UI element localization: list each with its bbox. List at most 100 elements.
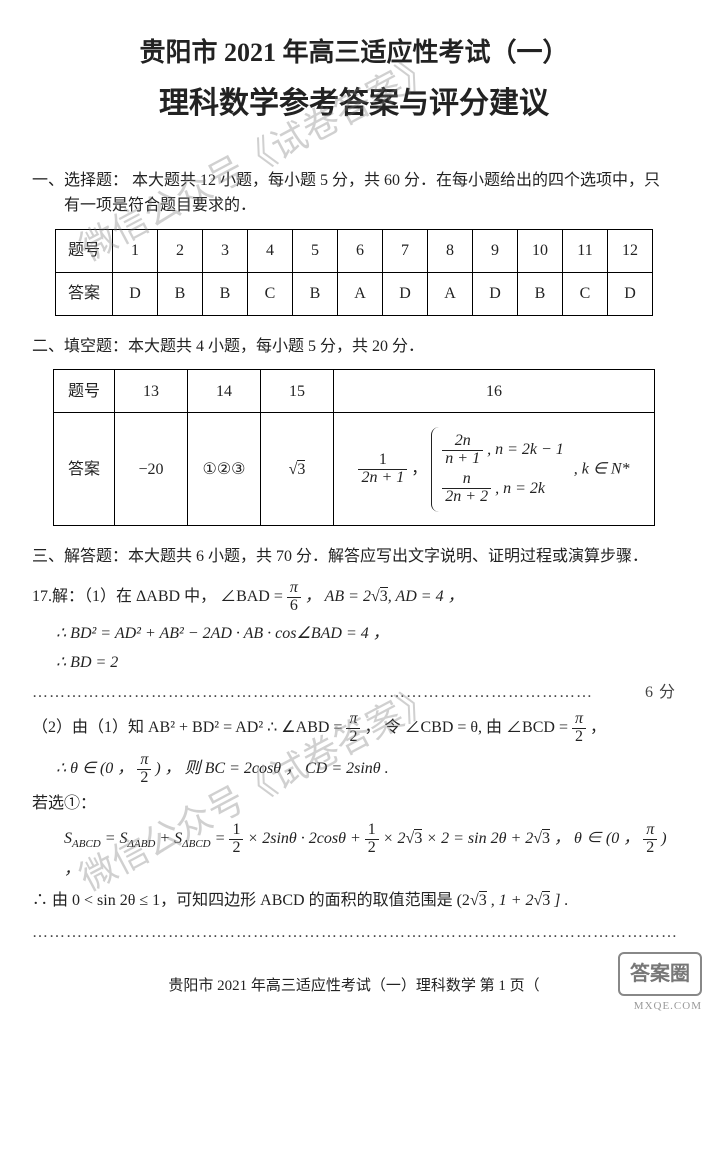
- fb16-frac1-num: 1: [358, 452, 407, 470]
- q17-l1b: ， AB = 2: [305, 588, 371, 605]
- q17-l7-sq1: 3: [414, 829, 422, 847]
- fb-number-row: 题号 13 14 15 16: [54, 370, 655, 413]
- mc-n8: 8: [428, 229, 473, 272]
- q17-l4a: （2）由（1）知 AB² + BD² = AD² ∴ ∠ABD =: [32, 719, 346, 736]
- fb-n13: 13: [115, 370, 188, 413]
- mc-n2: 2: [158, 229, 203, 272]
- fb16-tail: , k ∈ N*: [574, 460, 630, 477]
- q17-line4: （2）由（1）知 AB² + BD² = AD² ∴ ∠ABD = π2 ， 令…: [32, 711, 676, 746]
- section2-heading: 二、填空题：本大题共 4 小题，每小题 5 分，共 20 分．: [32, 334, 676, 360]
- q17-l8-sq2: 3: [542, 891, 550, 909]
- mc-a6: A: [338, 272, 383, 315]
- mc-n7: 7: [383, 229, 428, 272]
- mc-anslabel: 答案: [56, 272, 113, 315]
- q17-l5a: ∴ θ ∈ (0 ，: [56, 760, 137, 777]
- fb16-piecewise: 2n n + 1 , n = 2k − 1 n 2n + 2 , n = 2k: [431, 427, 570, 512]
- q17-l4-f1n: π: [346, 711, 360, 729]
- mc-a3: B: [203, 272, 248, 315]
- fb16-frac1-den-text: 2n + 1: [361, 469, 404, 486]
- q17-l8b: , 1 + 2: [491, 892, 534, 909]
- q17-dots1: ………………………………………………………………………………………6 分: [32, 680, 676, 706]
- fb-anslabel: 答案: [54, 413, 115, 526]
- fb16-c2-num: n: [442, 471, 491, 489]
- mc-a10: B: [518, 272, 563, 315]
- mc-a5: B: [293, 272, 338, 315]
- q17-l7b: = S: [105, 830, 128, 847]
- mc-a7: D: [383, 272, 428, 315]
- q17-l7g: × 2 = sin 2θ + 2: [426, 830, 533, 847]
- fb-a16: 1 2n + 1 ， 2n n + 1 , n = 2k − 1 n: [334, 413, 655, 526]
- q17-l7d: =: [215, 830, 230, 847]
- q17-l8c: ] .: [554, 892, 568, 909]
- mc-a2: B: [158, 272, 203, 315]
- q17-l1-frac-num: π: [287, 580, 301, 598]
- fb-a15: √3: [261, 413, 334, 526]
- section3-heading: 三、解答题：本大题共 6 小题，共 70 分．解答应写出文字说明、证明过程或演算…: [32, 544, 676, 570]
- stamp-main: 答案圈: [618, 952, 702, 996]
- fb-a13: −20: [115, 413, 188, 526]
- fb-n16: 16: [334, 370, 655, 413]
- q17-l7-f3n: π: [643, 822, 657, 840]
- fill-blank-table: 题号 13 14 15 16 答案 −20 ①②③ √3 1 2n + 1 ， …: [53, 369, 655, 526]
- q17-l4b: ， 令 ∠CBD = θ, 由 ∠BCD =: [364, 719, 572, 736]
- mc-n12: 12: [608, 229, 653, 272]
- q17-l8a: ∴ 由 0 < sin 2θ ≤ 1，可知四边形 ABCD 的面积的取值范围是 …: [32, 892, 470, 909]
- q17-line1: 17.解：（1）在 ΔABD 中， ∠BAD = π6 ， AB = 2√3, …: [32, 580, 676, 615]
- mc-a8: A: [428, 272, 473, 315]
- mc-a1: D: [113, 272, 158, 315]
- q17-line6: 若选①：: [32, 791, 676, 817]
- q17-l5b: ) ， 则 BC = 2cosθ ， CD = 2sinθ .: [155, 760, 388, 777]
- q17-l7-sq2: 3: [542, 829, 550, 847]
- page-footer: 贵阳市 2021 年高三适应性考试（一）理科数学 第 1 页（: [32, 974, 676, 998]
- fb16-case1: 2n n + 1 , n = 2k − 1: [442, 431, 564, 470]
- q17-l3: ∴ BD = 2: [56, 654, 118, 671]
- fb16-c1-den: n + 1: [442, 451, 483, 468]
- q17-l2: ∴ BD² = AD² + AB² − 2AD · AB · cos∠BAD =…: [56, 625, 389, 642]
- stamp-site: MXQE.COM: [618, 998, 702, 1016]
- section1-heading-l1: 一、选择题： 本大题共 12 小题，每小题 5 分，共 60 分．在每小题给出的…: [32, 172, 660, 189]
- q17-l1-sqrt: 3: [380, 587, 388, 605]
- mc-n5: 5: [293, 229, 338, 272]
- mc-answer-row: 答案 D B B C B A D A D B C D: [56, 272, 653, 315]
- q17-l7c: + S: [159, 830, 182, 847]
- mc-n11: 11: [563, 229, 608, 272]
- q17-l7s1: ABCD: [72, 838, 101, 850]
- mc-a4: C: [248, 272, 293, 315]
- mc-n3: 3: [203, 229, 248, 272]
- fb16-frac1: 1 2n + 1: [358, 452, 407, 487]
- fb16-sep: ，: [411, 460, 427, 477]
- q17-l4-f2n: π: [572, 711, 586, 729]
- multiple-choice-table: 题号 1 2 3 4 5 6 7 8 9 10 11 12 答案 D B B C…: [55, 229, 653, 316]
- mc-n6: 6: [338, 229, 383, 272]
- mc-a9: D: [473, 272, 518, 315]
- mc-number-row: 题号 1 2 3 4 5 6 7 8 9 10 11 12: [56, 229, 653, 272]
- q17-score1: 6 分: [645, 680, 676, 706]
- fb-numlabel: 题号: [54, 370, 115, 413]
- mc-n4: 4: [248, 229, 293, 272]
- q17-line3: ∴ BD = 2: [56, 650, 676, 676]
- mc-n10: 10: [518, 229, 563, 272]
- fb-n15: 15: [261, 370, 334, 413]
- mc-n1: 1: [113, 229, 158, 272]
- q17-dots2: ……………………………………………………………………………………………………: [32, 920, 676, 946]
- mc-a12: D: [608, 272, 653, 315]
- q17-l5-fn: π: [137, 752, 151, 770]
- mc-a11: C: [563, 272, 608, 315]
- fb-answer-row: 答案 −20 ①②③ √3 1 2n + 1 ， 2n n + 1 , n = …: [54, 413, 655, 526]
- fb16-c2-cond: , n = 2k: [495, 476, 545, 502]
- q17-l7f: × 2: [383, 830, 406, 847]
- q17-l8-sq1: 3: [479, 891, 487, 909]
- section1-heading: 一、选择题： 本大题共 12 小题，每小题 5 分，共 60 分．在每小题给出的…: [32, 168, 676, 219]
- q17-l7s3: ΔBCD: [182, 838, 210, 850]
- q17-l4-f1d: 2: [346, 729, 360, 746]
- q17-l1a: 17.解：（1）在 ΔABD 中， ∠BAD =: [32, 588, 287, 605]
- q17-l1-frac-den: 6: [287, 598, 301, 615]
- section1-heading-l2: 有一项是符合题目要求的．: [32, 193, 256, 219]
- q17-l7a: S: [64, 830, 72, 847]
- fb16-c1-num: 2n: [442, 433, 483, 451]
- fb16-case2: n 2n + 2 , n = 2k: [442, 469, 564, 508]
- q17-l7-f2d: 2: [365, 840, 379, 857]
- fb-n14: 14: [188, 370, 261, 413]
- q17-l7-f2n: 1: [365, 822, 379, 840]
- fb16-c2-den: 2n + 2: [442, 489, 491, 506]
